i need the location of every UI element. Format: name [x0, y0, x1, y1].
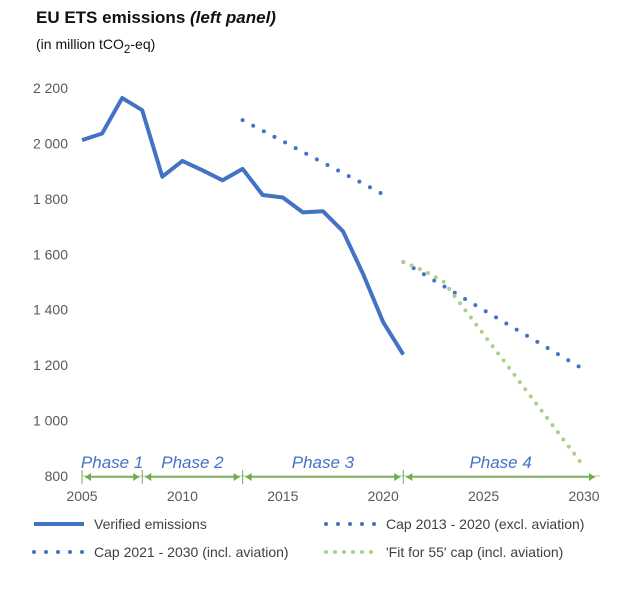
series-line-verified-emissions	[81, 96, 405, 356]
subtitle-suffix: -eq)	[130, 36, 156, 52]
series-line-cap-2021-2030-incl-aviation	[401, 260, 586, 372]
y-tick-label: 1 600	[33, 246, 68, 262]
phase-arrow-right	[233, 473, 240, 481]
phase-label: Phase 2	[161, 453, 224, 472]
phase-arrow-right	[589, 473, 595, 481]
series-line-cap-2013-2020-excl-aviation	[240, 118, 386, 197]
y-tick-label: 2 000	[33, 135, 68, 151]
x-tick-label: 2015	[267, 488, 298, 504]
phase-arrow-left	[406, 473, 413, 481]
chart-title-main: EU ETS emissions	[36, 8, 186, 27]
phase-label: Phase 4	[469, 453, 531, 472]
phase-arrow-left	[85, 473, 91, 481]
chart-title-qualifier: (left panel)	[190, 8, 276, 27]
phase-label: Phase 3	[292, 453, 355, 472]
x-tick-label: 2030	[568, 488, 599, 504]
y-tick-label: 1 000	[33, 413, 68, 429]
x-tick-label: 2025	[468, 488, 499, 504]
series-group	[81, 96, 586, 469]
legend: Verified emissions Cap 2013 - 2020 (excl.…	[32, 516, 584, 560]
x-tick-label: 2005	[66, 488, 97, 504]
x-tick-label: 2020	[368, 488, 399, 504]
phase-arrow-right	[133, 473, 140, 481]
legend-label: Cap 2013 - 2020 (excl. aviation)	[386, 516, 584, 532]
phase-bands: Phase 1 Phase 2 Phase 3 Phase 4	[81, 453, 595, 484]
y-tick-label: 1 400	[33, 302, 68, 318]
legend-label: Cap 2021 - 2030 (incl. aviation)	[94, 544, 289, 560]
legend-label: Verified emissions	[94, 516, 207, 532]
chart-title: EU ETS emissions (left panel)	[36, 8, 276, 28]
subtitle-subscript: 2	[123, 42, 131, 56]
chart-subtitle: (in million tCO2-eq)	[36, 36, 155, 56]
x-tick-label: 2010	[167, 488, 198, 504]
subtitle-prefix: (in million tCO	[36, 36, 124, 52]
series-line-fit-for-55-cap-incl-aviation	[401, 260, 586, 469]
y-tick-label: 1 200	[33, 357, 68, 373]
y-tick-label: 800	[45, 468, 69, 484]
phase-arrow-left	[145, 473, 152, 481]
y-tick-label: 1 800	[33, 191, 68, 207]
y-tick-label: 2 200	[33, 80, 68, 96]
phase-label: Phase 1	[81, 453, 143, 472]
phase-arrow-left	[245, 473, 252, 481]
axes: 800 1 000 1 200 1 400 1 600 1 800 2 000 2 200 20…	[33, 80, 600, 504]
legend-label: 'Fit for 55' cap (incl. aviation)	[386, 544, 563, 560]
phase-arrow-right	[394, 473, 401, 481]
